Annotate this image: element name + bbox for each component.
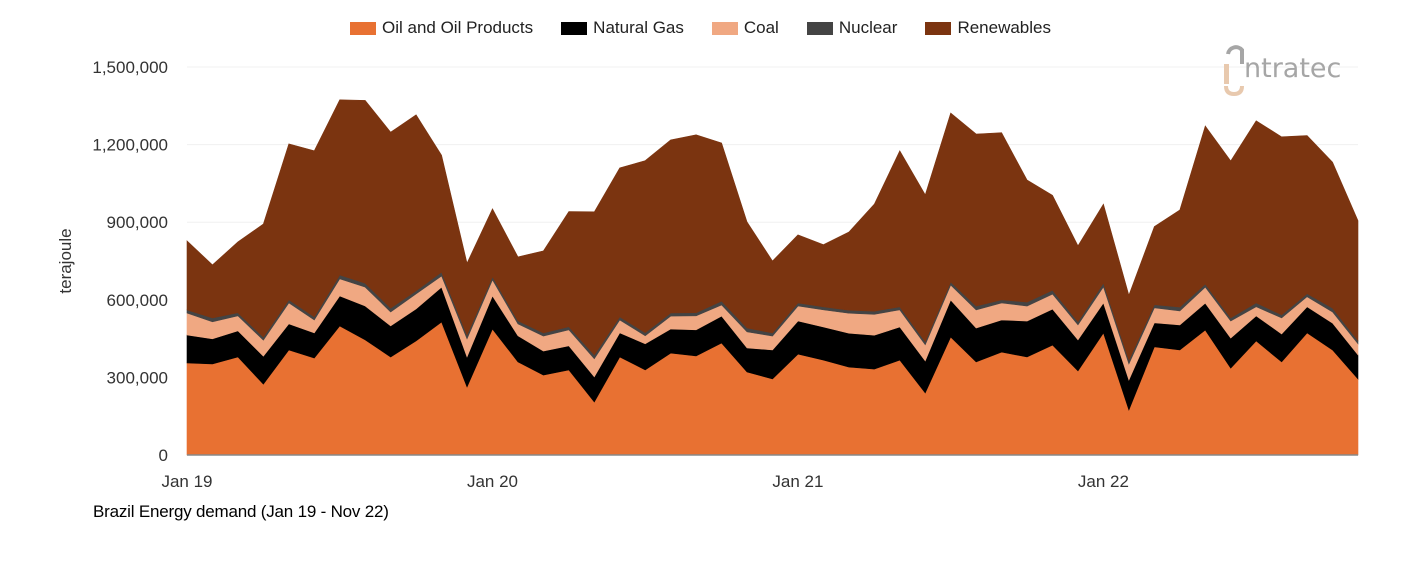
- chart-caption: Brazil Energy demand (Jan 19 - Nov 22): [93, 502, 389, 521]
- legend: Oil and Oil Products Natural Gas Coal Nucle…: [0, 18, 1401, 38]
- legend-label: Natural Gas: [593, 18, 684, 37]
- legend-swatch: [806, 21, 833, 35]
- legend-swatch: [349, 21, 376, 35]
- legend-swatch: [561, 21, 588, 35]
- x-tick-label: Jan 21: [772, 472, 823, 491]
- x-tick-label: Jan 20: [467, 472, 518, 491]
- legend-item: Renewables: [925, 18, 1051, 38]
- area-renewables: [186, 99, 1359, 361]
- legend-item: Nuclear: [806, 18, 898, 38]
- legend-label: Renewables: [957, 18, 1051, 37]
- y-tick-label: 1,500,000: [92, 58, 168, 77]
- legend-label: Coal: [743, 18, 779, 37]
- legend-swatch: [925, 21, 952, 35]
- x-tick-label: Jan 22: [1078, 472, 1129, 491]
- svg-text:ntratec: ntratec: [1244, 53, 1341, 84]
- legend-label: Oil and Oil Products: [381, 18, 534, 37]
- legend-swatch: [711, 21, 738, 35]
- y-axis-label: terajoule: [56, 228, 75, 293]
- y-tick-label: 0: [159, 446, 168, 465]
- y-tick-label: 1,200,000: [92, 136, 168, 155]
- legend-item: Natural Gas: [561, 18, 684, 38]
- legend-item: Oil and Oil Products: [349, 18, 534, 38]
- legend-label: Nuclear: [838, 18, 898, 37]
- y-tick-label: 300,000: [107, 368, 168, 387]
- intratec-logo: ntratec: [1220, 42, 1370, 103]
- x-tick-label: Jan 19: [161, 472, 212, 491]
- y-tick-label: 900,000: [107, 213, 168, 232]
- legend-item: Coal: [711, 18, 779, 38]
- y-tick-label: 600,000: [107, 291, 168, 310]
